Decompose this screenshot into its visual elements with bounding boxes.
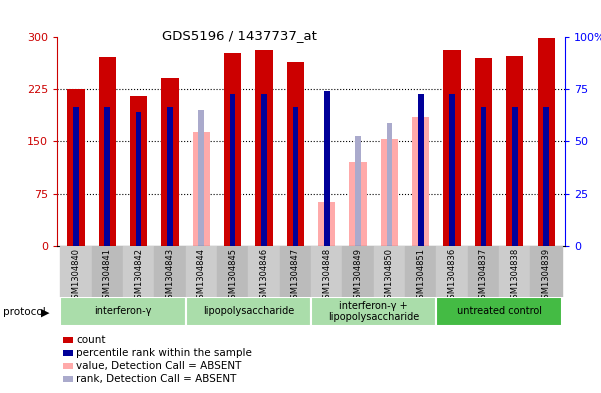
Text: interferon-γ +
lipopolysaccharide: interferon-γ + lipopolysaccharide — [328, 301, 419, 322]
Bar — [167, 107, 172, 246]
Text: count: count — [76, 335, 106, 345]
Text: GSM1304848: GSM1304848 — [322, 248, 331, 304]
Bar — [105, 107, 110, 246]
Bar — [412, 117, 429, 246]
Bar — [91, 246, 123, 297]
Bar — [99, 57, 116, 246]
Bar — [230, 94, 236, 246]
Bar — [531, 246, 562, 297]
Text: protocol: protocol — [3, 307, 46, 318]
Text: GSM1304842: GSM1304842 — [134, 248, 143, 304]
Bar — [186, 246, 217, 297]
Bar — [512, 107, 517, 246]
Bar — [293, 107, 298, 246]
Bar — [475, 58, 492, 246]
Bar — [436, 246, 468, 297]
Bar — [381, 140, 398, 246]
Bar — [186, 297, 311, 326]
Bar — [418, 94, 424, 246]
Bar — [324, 92, 329, 246]
Bar — [405, 246, 436, 297]
Bar — [217, 246, 248, 297]
Bar — [481, 107, 486, 246]
Bar — [123, 246, 154, 297]
Bar — [468, 246, 499, 297]
Bar — [73, 107, 79, 246]
Text: value, Detection Call = ABSENT: value, Detection Call = ABSENT — [76, 361, 242, 371]
Bar — [374, 246, 405, 297]
Text: lipopolysaccharide: lipopolysaccharide — [203, 307, 294, 316]
Text: interferon-γ: interferon-γ — [94, 307, 151, 316]
Bar — [355, 136, 361, 246]
Bar — [543, 107, 549, 246]
Bar — [198, 110, 204, 246]
Bar — [67, 89, 85, 246]
Bar — [60, 246, 91, 297]
Bar — [224, 53, 241, 246]
Bar — [343, 246, 374, 297]
Text: GSM1304845: GSM1304845 — [228, 248, 237, 304]
Bar — [450, 94, 455, 246]
Text: GSM1304839: GSM1304839 — [542, 248, 551, 304]
Bar — [537, 38, 555, 246]
Bar — [349, 162, 367, 246]
Bar — [136, 112, 141, 246]
Bar — [311, 297, 436, 326]
Bar — [386, 123, 392, 246]
Text: GSM1304836: GSM1304836 — [448, 248, 457, 304]
Bar — [130, 96, 147, 246]
Text: ▶: ▶ — [41, 307, 49, 318]
Bar — [311, 246, 343, 297]
Text: GSM1304847: GSM1304847 — [291, 248, 300, 304]
Bar — [193, 132, 210, 246]
Bar — [499, 246, 531, 297]
Text: rank, Detection Call = ABSENT: rank, Detection Call = ABSENT — [76, 374, 237, 384]
Bar — [248, 246, 279, 297]
Bar — [318, 202, 335, 246]
Text: GSM1304838: GSM1304838 — [510, 248, 519, 304]
Bar — [279, 246, 311, 297]
Bar — [287, 62, 304, 246]
Bar — [506, 56, 523, 246]
Text: GSM1304850: GSM1304850 — [385, 248, 394, 304]
Text: GDS5196 / 1437737_at: GDS5196 / 1437737_at — [162, 29, 317, 42]
Text: GSM1304841: GSM1304841 — [103, 248, 112, 304]
Text: GSM1304837: GSM1304837 — [479, 248, 488, 304]
Bar — [60, 297, 186, 326]
Text: GSM1304843: GSM1304843 — [165, 248, 174, 304]
Bar — [161, 77, 178, 246]
Bar — [261, 94, 267, 246]
Text: GSM1304840: GSM1304840 — [72, 248, 81, 304]
Text: GSM1304844: GSM1304844 — [197, 248, 206, 304]
Text: GSM1304846: GSM1304846 — [260, 248, 269, 304]
Bar — [444, 50, 461, 246]
Text: percentile rank within the sample: percentile rank within the sample — [76, 348, 252, 358]
Bar — [154, 246, 186, 297]
Text: GSM1304849: GSM1304849 — [353, 248, 362, 304]
Bar — [436, 297, 562, 326]
Text: untreated control: untreated control — [457, 307, 542, 316]
Bar — [255, 50, 273, 246]
Text: GSM1304851: GSM1304851 — [416, 248, 426, 304]
